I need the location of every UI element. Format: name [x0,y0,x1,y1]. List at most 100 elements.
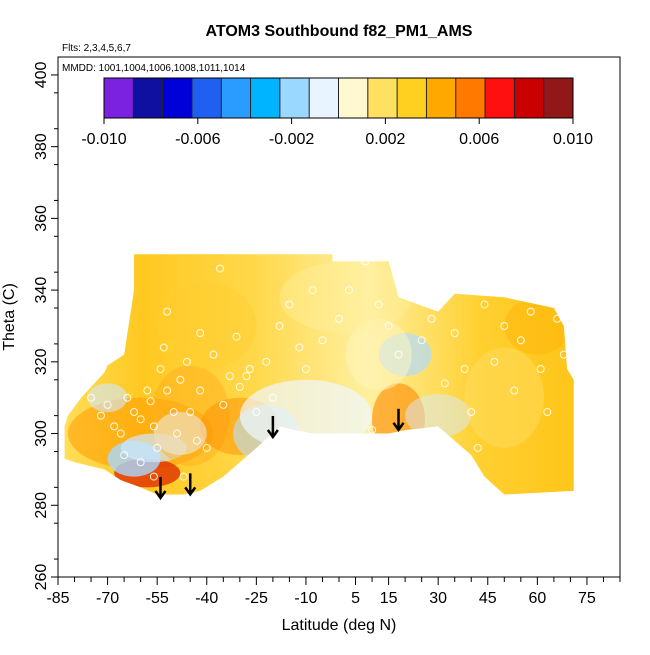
y-axis-label: Theta (C) [1,283,18,351]
arrow-head [184,486,197,497]
sample-point [182,357,191,366]
colorbar-tick-label: 0.002 [365,131,405,148]
colorbar-swatch [104,78,134,118]
sample-point [225,372,234,381]
sample-point [417,336,426,345]
x-tick-label: 15 [380,590,398,607]
sample-point [262,357,271,366]
colorbar-swatch [338,78,369,118]
sample-point [173,429,182,438]
colorbar-swatch [221,78,252,118]
sample-point [87,393,96,402]
sample-point [130,408,139,417]
sample-point [169,408,178,417]
y-tick-label: 300 [33,420,50,447]
field-patch [504,297,571,355]
sample-point [536,365,545,373]
sample-point [163,386,172,395]
sample-point [268,393,277,402]
sample-point [394,350,403,359]
x-tick-label: -40 [195,590,218,607]
sample-point [516,336,525,345]
sample-point [526,307,535,316]
sample-point [275,321,284,330]
sample-point [427,314,436,323]
sample-point [374,300,383,309]
colorbar-tick-label: 0.006 [459,131,499,148]
colorbar-swatch [162,78,193,118]
y-tick-label: 260 [33,564,50,591]
colorbar-swatch [397,78,427,118]
sample-point [143,386,152,395]
colorbar-swatch [485,78,515,118]
y-tick-label: 380 [33,133,50,160]
sample-point [245,365,254,373]
colorbar-swatch [279,78,310,118]
field-patch [87,383,128,413]
colorbar-swatch [133,78,164,118]
sample-point [103,400,112,409]
sample-point [543,408,552,417]
y-axis: 260 280 300 320 340 360 380 400 [33,61,58,590]
sample-point [120,451,129,460]
sample-point [252,408,261,417]
sample-point [344,286,353,295]
field-patch [345,318,412,391]
x-tick-label: -85 [46,590,69,607]
x-tick-label: -25 [245,590,268,607]
sample-point [116,429,125,438]
colorbar-tick-label: -0.010 [81,131,126,148]
y-tick-label: 360 [33,205,50,232]
field-patch [464,347,544,448]
sample-point [384,321,393,330]
sample-point [209,350,218,359]
chart-title: ATOM3 Southbound f82_PM1_AMS [206,23,473,40]
colorbar-swatch [367,78,398,118]
field-patch [239,379,373,452]
sample-point [136,458,145,467]
sample-point [176,375,185,384]
x-tick-label: 5 [351,590,360,607]
colorbar-tick-label: -0.006 [175,131,220,148]
field-patch [405,394,472,438]
sample-point [202,443,211,452]
colorbar-swatch [191,78,222,118]
colorbar-swatch [455,78,486,118]
sample-point [136,415,145,424]
y-tick-label: 280 [33,492,50,519]
sample-point [285,300,294,309]
sample-point [335,314,343,323]
sample-point [153,443,162,452]
sample-point [219,400,228,409]
sample-point [460,365,469,373]
x-tick-label: 60 [528,590,546,607]
x-axis-label: Latitude (deg N) [282,617,397,634]
sample-point [490,357,499,366]
annotation-mmdd: MMDD: 1001,1004,1006,1008,1011,1014 [62,63,246,74]
sample-point [450,329,459,338]
field-patch [157,282,257,369]
sample-point [235,382,244,391]
sample-point [404,286,413,295]
field-patch [279,261,412,334]
x-axis: -85 -70 -55 -40 -25 -10 5 15 30 45 60 75 [46,577,621,607]
y-tick-label: 400 [33,61,50,88]
colorbar-swatch [309,78,339,118]
heatmap-field [64,254,574,495]
colorbar-tick-label: 0.010 [553,131,593,148]
arrow-head [154,490,167,501]
sample-point [149,472,158,481]
sample-point [368,425,377,434]
sample-point [179,472,188,481]
sample-point [500,321,509,330]
sample-point [242,372,251,381]
x-tick-label: -55 [146,590,169,607]
colorbar-tick-label: -0.002 [269,131,314,148]
sample-point [480,300,489,309]
down-arrow-icon [184,473,197,497]
x-tick-label: -70 [96,590,119,607]
arrow-head [266,429,279,440]
sample-point [110,422,119,431]
sample-point [467,408,476,417]
y-tick-label: 320 [33,348,50,375]
